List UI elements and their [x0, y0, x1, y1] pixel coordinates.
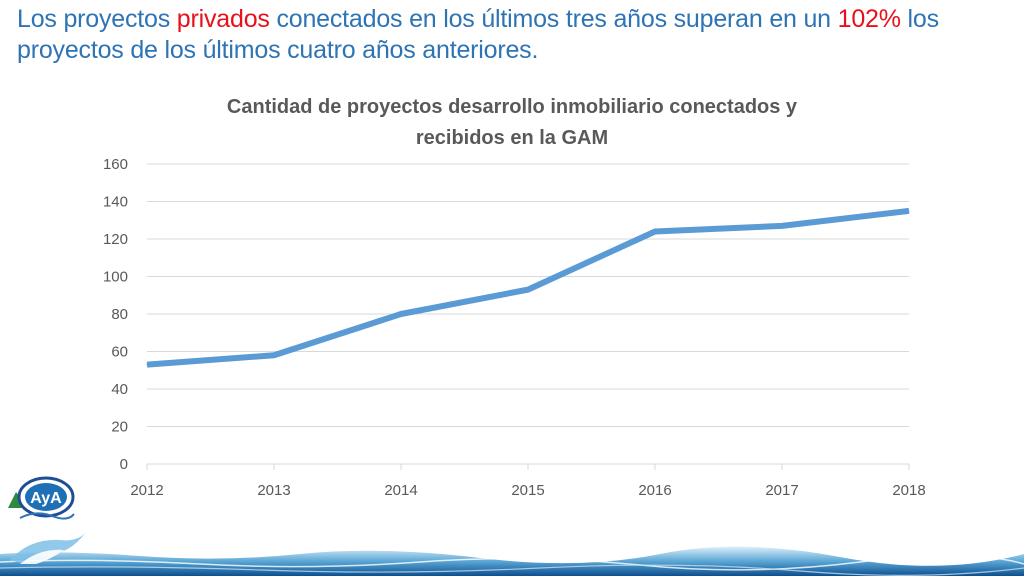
y-tick-labels: 0 20 40 60 80 100 120 140 160: [103, 156, 128, 473]
x-tick-label: 2017: [765, 482, 798, 499]
y-tick-label: 160: [103, 156, 128, 173]
data-point: [146, 364, 148, 366]
logo-disc: [25, 483, 67, 511]
chart-title-line-2: recibidos en la GAM: [415, 127, 609, 149]
aya-logo: AyA: [8, 476, 75, 520]
headline: Los proyectos privados conectados en los…: [17, 4, 1017, 66]
headline-highlight-percent: 102%: [837, 5, 901, 33]
y-tick-label: 80: [111, 306, 128, 323]
chart-title: Cantidad de proyectos desarrollo inmobil…: [160, 92, 864, 154]
series-layer: [146, 207, 910, 368]
headline-highlight-privados: privados: [176, 5, 270, 33]
x-tick-label: 2013: [257, 482, 290, 499]
data-point: [527, 289, 529, 291]
water-wave-decoration: [0, 532, 1024, 576]
y-tick-label: 0: [120, 456, 128, 473]
logo-text: AyA: [30, 490, 62, 507]
splash-icon: [10, 532, 86, 564]
x-tick-label: 2018: [892, 482, 925, 499]
data-point: [781, 225, 783, 227]
x-tick-label: 2014: [384, 482, 417, 499]
x-tick-label: 2015: [511, 482, 544, 499]
headline-part-2: conectados en los últimos tres años supe…: [269, 5, 838, 33]
chart-title-line-1: Cantidad de proyectos desarrollo inmobil…: [226, 96, 798, 118]
series-line: [146, 207, 910, 368]
y-tick-label: 20: [111, 419, 128, 436]
y-tick-label: 140: [103, 194, 128, 211]
data-point: [654, 231, 656, 232]
y-tick-label: 40: [111, 381, 128, 398]
y-tick-label: 60: [111, 344, 128, 361]
headline-part-1: Los proyectos: [17, 5, 177, 33]
headline-part-3: los proyectos de los últimos cuatro años…: [17, 5, 939, 64]
data-point: [400, 313, 402, 315]
logo-wave-icon: [19, 512, 75, 520]
data-point: [273, 354, 275, 356]
x-tick-label: 2012: [130, 482, 163, 499]
data-point: [908, 210, 910, 212]
x-tick-labels: 2012 2013 2014 2015 2016 2017 2018: [130, 482, 925, 499]
y-tick-label: 100: [103, 269, 128, 286]
gridlines: [147, 163, 909, 427]
x-tick-label: 2016: [638, 482, 671, 499]
x-axis: [146, 463, 910, 470]
y-tick-label: 120: [103, 231, 128, 248]
